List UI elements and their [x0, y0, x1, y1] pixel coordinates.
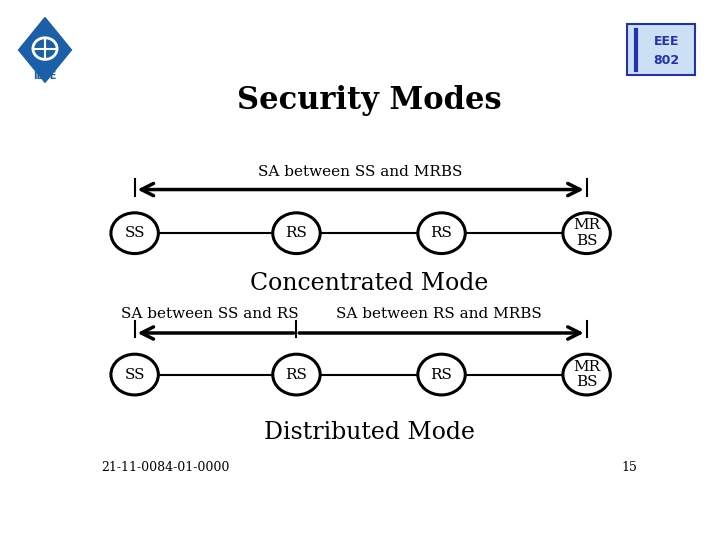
Text: SS: SS — [125, 226, 145, 240]
Text: RS: RS — [431, 226, 452, 240]
Text: Security Modes: Security Modes — [237, 85, 501, 116]
Text: SA between SS and RS: SA between SS and RS — [121, 307, 299, 321]
Ellipse shape — [418, 213, 465, 254]
Text: 15: 15 — [621, 461, 637, 474]
Ellipse shape — [111, 354, 158, 395]
Text: EEE: EEE — [654, 35, 680, 48]
Text: MR
BS: MR BS — [573, 360, 600, 389]
Ellipse shape — [418, 354, 465, 395]
Text: Distributed Mode: Distributed Mode — [264, 421, 474, 444]
Text: MR
BS: MR BS — [573, 218, 600, 248]
Text: RS: RS — [431, 368, 452, 382]
Text: 802: 802 — [654, 53, 680, 66]
Text: SA between RS and MRBS: SA between RS and MRBS — [336, 307, 541, 321]
Text: RS: RS — [286, 226, 307, 240]
Ellipse shape — [563, 213, 611, 254]
Polygon shape — [19, 18, 71, 82]
Ellipse shape — [273, 213, 320, 254]
Ellipse shape — [563, 354, 611, 395]
Polygon shape — [24, 26, 66, 74]
Text: SA between SS and MRBS: SA between SS and MRBS — [258, 165, 463, 179]
Text: 21-11-0084-01-0000: 21-11-0084-01-0000 — [101, 461, 230, 474]
Text: Concentrated Mode: Concentrated Mode — [250, 272, 488, 295]
Ellipse shape — [111, 213, 158, 254]
Text: RS: RS — [286, 368, 307, 382]
Text: IEEE: IEEE — [33, 71, 57, 81]
Text: SS: SS — [125, 368, 145, 382]
Ellipse shape — [273, 354, 320, 395]
